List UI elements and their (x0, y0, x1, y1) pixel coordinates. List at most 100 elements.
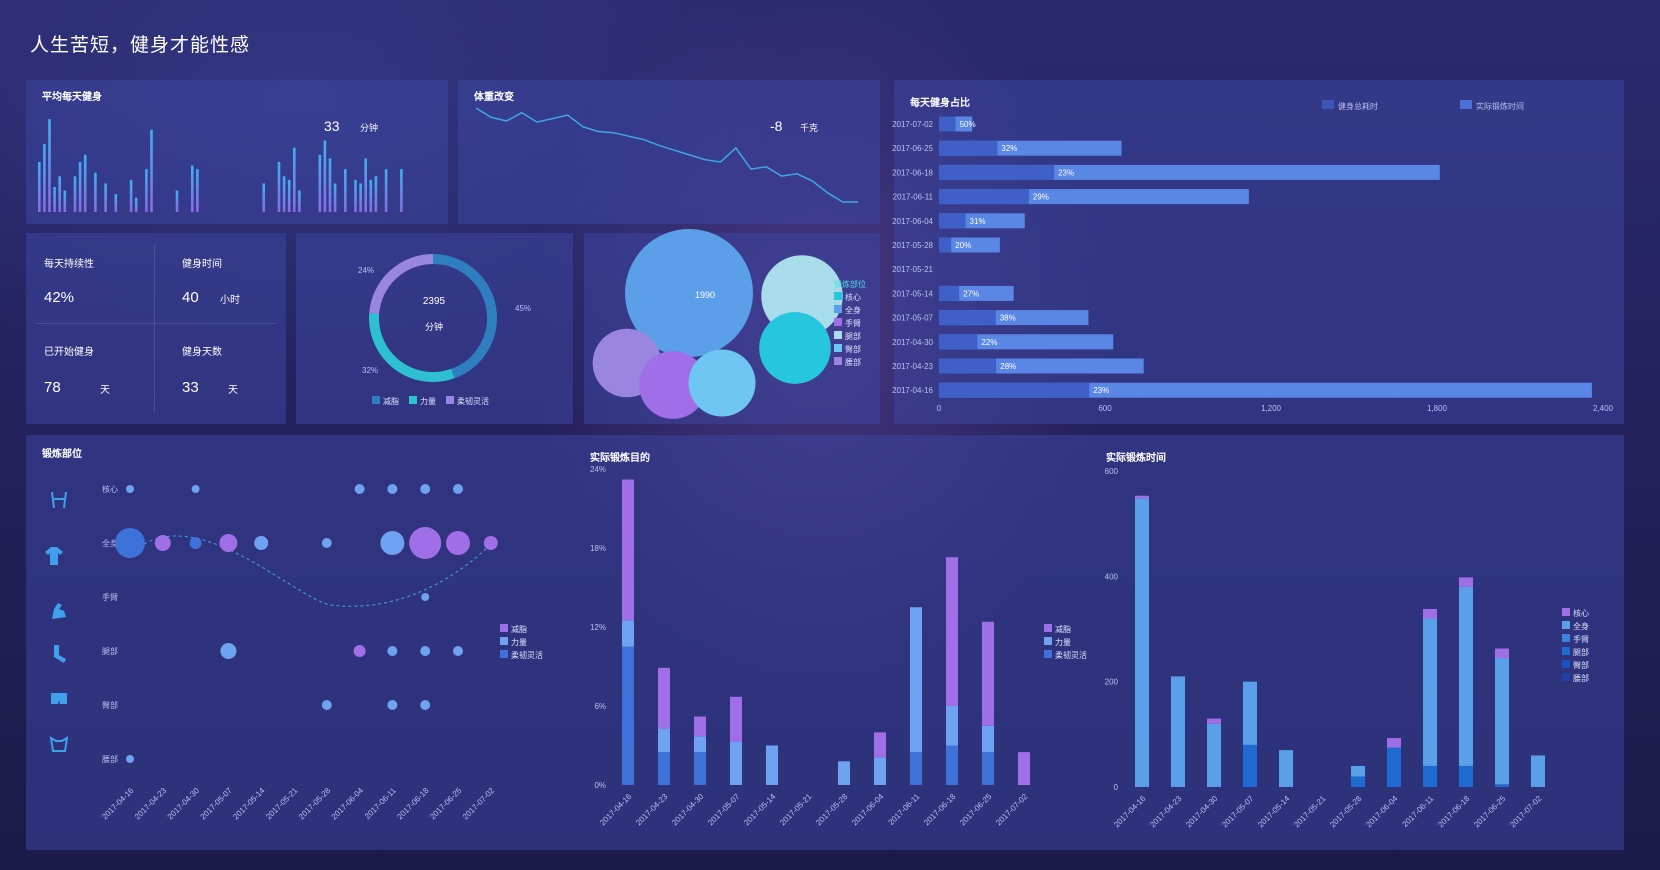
donut-slice (369, 313, 455, 382)
donut-legend-item[interactable]: 力量 (409, 396, 436, 407)
body-legend-item[interactable]: 柔韧灵活 (500, 649, 543, 662)
legend-label: 力量 (420, 397, 436, 406)
goal-legend-item[interactable]: 减脂 (1044, 623, 1087, 636)
avg-bar (129, 179, 133, 212)
legend-label: 臀部 (845, 345, 861, 354)
bubble-legend-item[interactable]: 臀部 (834, 343, 861, 356)
page-title: 人生苦短，健身才能性感 (30, 35, 251, 56)
ratio-category-label: 2017-05-07 (892, 314, 933, 323)
ratio-category-label: 2017-05-28 (892, 241, 933, 250)
ratio-pct-label: 32% (1001, 144, 1017, 153)
bubble-legend-item[interactable]: 核心 (834, 291, 861, 304)
body-row-label: 核心 (102, 484, 118, 494)
legend-label: 腿部 (845, 332, 861, 341)
goal-legend-item[interactable]: 柔韧灵活 (1044, 649, 1087, 662)
time-legend-item[interactable]: 手臂 (1562, 633, 1589, 646)
body-part-dot (409, 527, 442, 559)
ratio-pct-label: 50% (960, 120, 976, 129)
ratio-bar-chart: 2017-07-02 50% 2017-06-25 32% 2017-06-18 23% 2… (892, 116, 1614, 413)
goal-bar-segment (766, 745, 778, 785)
body-part-dot (387, 646, 398, 656)
ratio-pct-label: 20% (955, 241, 971, 250)
donut-legend-item[interactable]: 柔韧灵活 (446, 396, 489, 407)
goal-y-tick: 6% (594, 702, 606, 711)
ratio-actual-bar (939, 164, 1055, 180)
goal-bar-segment (730, 741, 742, 785)
stats-panel: 每天持续性 42% 健身时间 40 小时 已开始健身 78 天 健身天数 33 … (26, 233, 286, 424)
bottom-panel: 锻炼部位 实际锻炼目的 实际锻炼时间 核心 全身 手臂 腿部 臀部 腰部 2017-04-1… (26, 435, 1624, 850)
body-parts-scatter: 核心全身手臂腿部臀部腰部2017-04-162017-04-232017-04-… (100, 484, 498, 821)
time-legend-item[interactable]: 全身 (1562, 620, 1589, 633)
avg-bar (83, 154, 87, 212)
ratio-category-label: 2017-04-16 (892, 386, 933, 395)
time-x-tick: 2017-04-30 (1184, 794, 1220, 830)
leg-icon (54, 645, 66, 663)
bubble-legend-item[interactable]: 全身 (834, 304, 861, 317)
avg-bar (400, 169, 403, 212)
avg-bar (287, 179, 291, 212)
bubble (625, 229, 753, 357)
ratio-legend-item[interactable]: 健身总耗时 (1322, 100, 1378, 112)
time-y-tick: 0 (1114, 783, 1119, 792)
avg-bar (114, 194, 118, 212)
donut-legend: 减脂 力量 柔韧灵活 (372, 396, 489, 407)
goal-bar-segment (694, 716, 706, 737)
donut-legend-item[interactable]: 减脂 (372, 396, 399, 407)
time-bar-segment (1351, 776, 1365, 787)
body-part-dot (220, 643, 237, 659)
goal-bar-segment (730, 696, 742, 742)
body-row-label: 腿部 (102, 646, 118, 656)
body-legend-item[interactable]: 力量 (500, 636, 543, 649)
body-part-dot (354, 484, 365, 494)
bubble-legend: 核心全身手臂腿部臀部腰部 (834, 291, 861, 369)
bubble-panel: 1990 锻炼部位 核心 全身 手臂 腿部 臀部 腰部 (584, 229, 880, 424)
goal-bar-segment (658, 667, 670, 729)
avg-bar (53, 187, 56, 212)
goal-bar-segment (622, 620, 634, 647)
time-legend-item[interactable]: 腿部 (1562, 646, 1589, 659)
body-part-dot (420, 700, 431, 710)
legend-label: 全身 (845, 306, 861, 315)
legend-label: 减脂 (1055, 625, 1071, 634)
time-bar-segment (1207, 723, 1221, 787)
bubble-legend-item[interactable]: 腰部 (834, 356, 861, 369)
ratio-legend-item[interactable]: 实际锻炼时间 (1460, 100, 1524, 112)
bubble-legend-item[interactable]: 手臂 (834, 317, 861, 330)
legend-label: 力量 (1055, 638, 1071, 647)
time-legend-item[interactable]: 臀部 (1562, 659, 1589, 672)
body-part-dot (126, 485, 134, 493)
avg-bar (298, 190, 301, 212)
legend-label: 减脂 (383, 397, 399, 406)
body-legend-item[interactable]: 减脂 (500, 623, 543, 636)
avg-bar (323, 140, 327, 212)
avg-bar (384, 169, 388, 212)
ratio-category-label: 2017-06-25 (892, 144, 933, 153)
body-part-dot (189, 537, 202, 549)
ratio-category-label: 2017-06-04 (892, 217, 933, 226)
avg-daily-value: 33 (324, 118, 340, 134)
body-row-label: 手臂 (102, 592, 118, 602)
ratio-total-bar (939, 164, 1440, 180)
legend-label: 手臂 (845, 319, 861, 328)
time-bar-segment (1135, 498, 1149, 787)
time-bar-segment (1459, 586, 1473, 766)
donut-center-unit: 分钟 (424, 322, 443, 332)
time-legend-item[interactable]: 核心 (1562, 607, 1589, 620)
goal-legend-item[interactable]: 力量 (1044, 636, 1087, 649)
ratio-pct-label: 23% (1093, 386, 1109, 395)
time-y-tick: 200 (1105, 678, 1119, 687)
ratio-actual-bar (939, 285, 960, 301)
ratio-x-tick: 1,800 (1427, 404, 1448, 413)
bubble-legend-item[interactable]: 腿部 (834, 330, 861, 343)
time-x-tick: 2017-04-16 (1112, 794, 1148, 830)
ratio-category-label: 2017-07-02 (892, 120, 933, 129)
ratio-title: 每天健身占比 (910, 98, 970, 109)
ratio-x-tick: 1,200 (1261, 404, 1282, 413)
bubble-chart (592, 229, 843, 419)
avg-bar (196, 169, 199, 212)
donut-slice (369, 254, 434, 314)
ratio-pct-label: 31% (970, 217, 986, 226)
ratio-actual-bar (939, 358, 997, 374)
time-legend-item[interactable]: 腰部 (1562, 672, 1589, 685)
body-part-dot (453, 484, 463, 494)
